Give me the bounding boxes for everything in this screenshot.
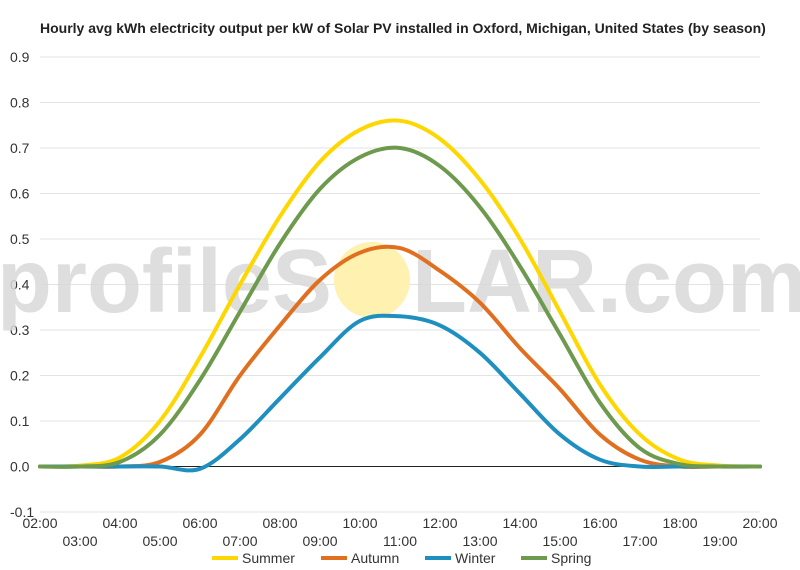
x-tick-label: 09:00	[302, 533, 337, 549]
x-tick-label: 20:00	[742, 515, 777, 531]
x-tick-label: 07:00	[222, 533, 257, 549]
y-tick-label: -0.1	[10, 504, 34, 520]
y-tick-label: 0.4	[10, 277, 30, 293]
x-tick-label: 17:00	[622, 533, 657, 549]
x-tick-label: 19:00	[702, 533, 737, 549]
x-tick-label: 06:00	[182, 515, 217, 531]
series-line-autumn	[38, 244, 762, 469]
watermark-text-right: LAR.com	[412, 232, 800, 332]
y-tick-label: 0.3	[10, 322, 30, 338]
watermark-sun	[334, 242, 410, 318]
y-tick-label: 0.1	[10, 413, 30, 429]
series-line-winter	[38, 313, 762, 473]
y-axis: -0.1 0.0 0.1 0.2 0.3 0.4 0.5 0.6 0.7 0.8 0.9	[10, 49, 34, 520]
x-tick-label: 04:00	[102, 515, 137, 531]
x-tick-label: 16:00	[582, 515, 617, 531]
y-tick-label: 0.2	[10, 368, 30, 384]
y-tick-label: 0.8	[10, 95, 30, 111]
watermark-text-left: profileS	[0, 232, 332, 332]
x-tick-label: 03:00	[62, 533, 97, 549]
series-lines	[38, 118, 762, 473]
x-axis: 02:00 03:00 04:00 05:00 06:00 07:00 08:00 09:00…	[22, 515, 777, 549]
legend-label-spring: Spring	[551, 550, 591, 566]
chart-title: Hourly avg kWh electricity output per kW…	[40, 20, 766, 36]
x-tick-label: 05:00	[142, 533, 177, 549]
y-tick-label: 0.0	[10, 459, 30, 475]
y-tick-label: 0.5	[10, 231, 30, 247]
legend: Summer Autumn Winter Spring	[212, 550, 591, 566]
y-tick-label: 0.7	[10, 140, 30, 156]
x-tick-label: 10:00	[342, 515, 377, 531]
x-tick-label: 14:00	[502, 515, 537, 531]
x-tick-label: 15:00	[542, 533, 577, 549]
x-tick-label: 11:00	[383, 533, 417, 549]
x-tick-label: 18:00	[662, 515, 697, 531]
y-tick-label: 0.9	[10, 49, 30, 65]
x-tick-label: 12:00	[422, 515, 457, 531]
y-tick-label: 0.6	[10, 186, 30, 202]
legend-label-winter: Winter	[455, 550, 496, 566]
series-line-spring	[38, 145, 762, 469]
x-tick-label: 02:00	[22, 515, 57, 531]
legend-label-summer: Summer	[242, 550, 295, 566]
series-line-summer	[38, 118, 762, 469]
x-tick-label: 13:00	[462, 533, 497, 549]
x-tick-label: 08:00	[262, 515, 297, 531]
legend-label-autumn: Autumn	[351, 550, 399, 566]
